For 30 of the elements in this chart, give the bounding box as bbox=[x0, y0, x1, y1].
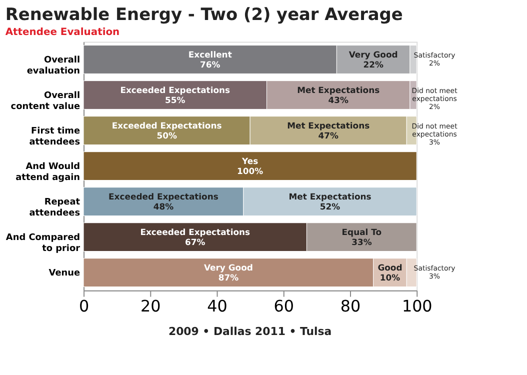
data-label: Exceeded Expectations 50% bbox=[112, 120, 222, 140]
data-label: Good 10% bbox=[378, 262, 402, 283]
x-tick-label: 100 bbox=[402, 296, 432, 316]
x-tick-label: 20 bbox=[140, 296, 161, 316]
x-tick-label: 60 bbox=[274, 296, 294, 316]
data-label: Met Expectations 47% bbox=[287, 120, 370, 140]
text: 2009 • Dallas 2011 • Tulsa bbox=[168, 325, 332, 338]
data-label: Very Good 22% bbox=[348, 50, 398, 70]
x-tick-label: 80 bbox=[340, 296, 361, 316]
x-tick-label: 0 bbox=[78, 296, 90, 316]
data-label: Equal To 33% bbox=[342, 227, 382, 248]
data-label: Excellent 76% bbox=[188, 50, 232, 70]
y-tick-label: And Would attend again bbox=[16, 162, 80, 183]
y-tick-label: And Compared to prior bbox=[6, 233, 81, 254]
bar bbox=[83, 152, 417, 180]
data-label: Met Expectations 43% bbox=[297, 85, 380, 105]
data-label: Met Expectations 52% bbox=[288, 192, 372, 212]
x-tick-label: 40 bbox=[207, 296, 228, 316]
y-tick-label: Overall evaluation bbox=[26, 55, 80, 76]
y-tick-label: Repeat attendees bbox=[29, 198, 81, 218]
y-tick-label: Venue bbox=[48, 268, 80, 279]
chart-title: Renewable Energy - Two (2) year Average bbox=[5, 4, 403, 24]
y-tick-label: Overall content value bbox=[10, 90, 80, 112]
data-label: Exceeded Expectations 67% bbox=[140, 227, 250, 248]
data-label: Exceeded Expectations 48% bbox=[108, 192, 218, 212]
y-tick-label: First time attendees bbox=[29, 126, 80, 148]
chart-subtitle: Attendee Evaluation bbox=[5, 26, 120, 38]
data-label: Very Good 87% bbox=[204, 262, 253, 283]
data-label: Yes 100% bbox=[237, 156, 264, 176]
data-label: Exceeded Expectations 55% bbox=[120, 85, 230, 105]
